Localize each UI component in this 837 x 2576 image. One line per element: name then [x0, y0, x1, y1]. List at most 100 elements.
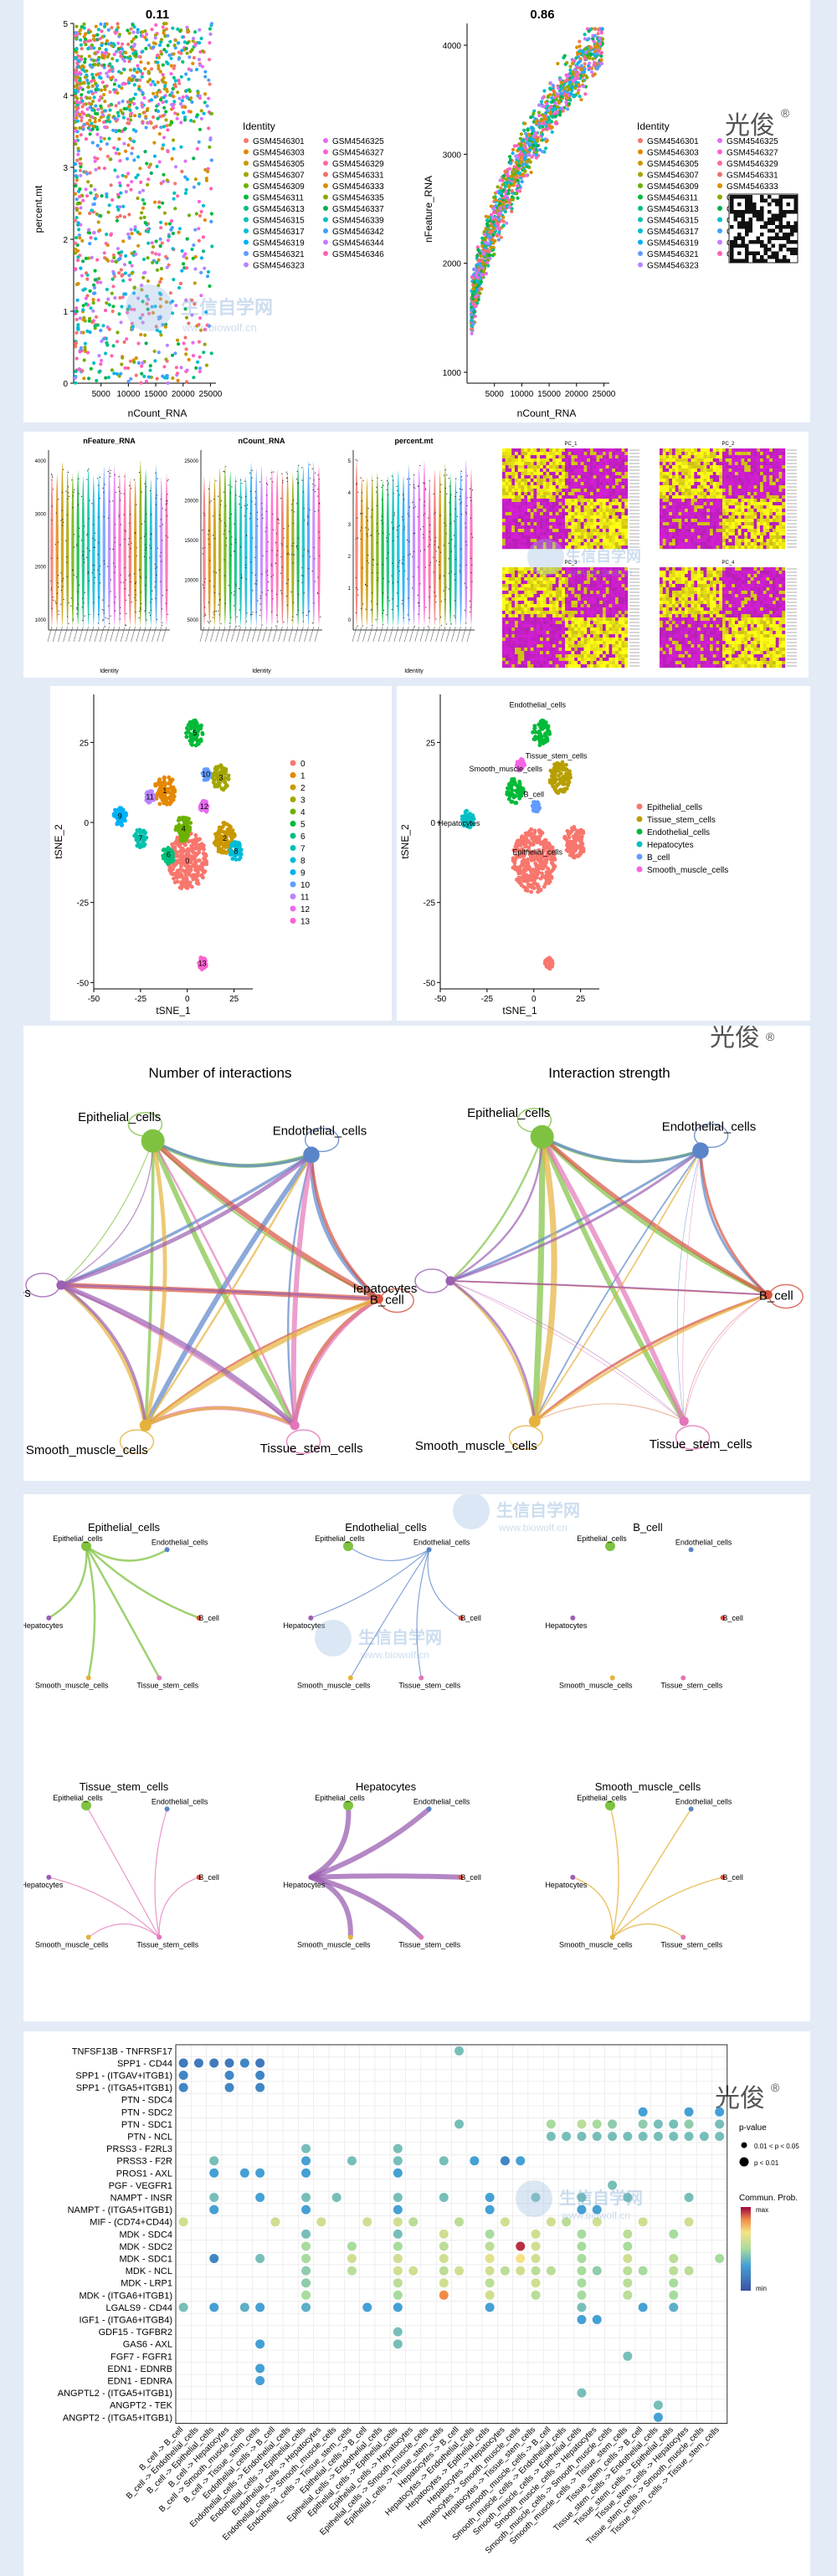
qc-point [134, 35, 138, 39]
qc-point [74, 317, 79, 321]
qc-point [138, 78, 142, 82]
qc-point [99, 136, 103, 140]
qc-point [127, 31, 131, 35]
x-tick-label [388, 626, 393, 643]
violin-point [97, 569, 99, 571]
heatmap-cell [624, 499, 629, 503]
heatmap-cell [567, 472, 572, 476]
y-tick-label: 3 [63, 164, 68, 173]
violin-point [112, 500, 114, 502]
qc-point [116, 147, 120, 151]
qr-module [768, 221, 772, 225]
qc-point [123, 149, 128, 153]
heatmap-cell [546, 469, 550, 473]
heatmap-cell [596, 475, 600, 479]
violin-point [107, 617, 109, 619]
heatmap-cell [571, 462, 575, 466]
qc-point [552, 90, 557, 95]
heatmap-cell [511, 465, 516, 469]
heatmap-cell [590, 469, 593, 473]
heatmap-cell [565, 479, 568, 483]
x-tick-label: 15000 [537, 390, 561, 399]
heatmap-cell [542, 505, 547, 510]
qc-point [480, 236, 485, 240]
violin-point [424, 566, 426, 568]
violin-point [450, 571, 452, 572]
qc-point [172, 100, 177, 104]
heatmap-cell [533, 505, 537, 510]
qc-point [490, 213, 494, 217]
violin-point [145, 544, 146, 545]
qr-module [790, 240, 794, 244]
qr-module [771, 236, 775, 240]
violin-point [388, 581, 390, 582]
violin-point [454, 508, 456, 510]
qc-point [599, 58, 603, 62]
qc-point [111, 128, 116, 132]
x-tick-label [68, 626, 74, 643]
qc-point [142, 202, 146, 206]
heatmap-cell [549, 489, 553, 493]
qc-point [579, 68, 583, 72]
qc-point [471, 302, 475, 306]
violin-point [450, 623, 452, 625]
qc-point [91, 202, 95, 207]
heatmap-cell [540, 485, 543, 489]
qc-point [120, 274, 124, 278]
qc-point [181, 95, 185, 100]
qc-point [499, 186, 503, 190]
heatmap-cell [540, 499, 543, 503]
qc-point [84, 187, 88, 192]
violin-point [92, 537, 94, 539]
qc-point [138, 166, 142, 171]
heatmap-cell [527, 448, 531, 453]
qc-point [121, 295, 125, 300]
qc-point [581, 79, 585, 83]
legend-swatch [638, 149, 643, 155]
qc-point [183, 115, 187, 120]
qc-point [550, 120, 554, 124]
heatmap-cell [521, 465, 525, 469]
violin-point [460, 501, 463, 503]
qr-module [771, 255, 775, 259]
legend-swatch [323, 239, 328, 245]
heatmap-cell [587, 499, 591, 503]
qc-point [583, 67, 587, 71]
violin-point [94, 582, 95, 584]
heatmap-cell [540, 502, 543, 506]
violin-point [65, 490, 67, 492]
qr-module [775, 259, 779, 263]
qc-point [86, 180, 90, 184]
qr-module [733, 243, 737, 248]
qc-point [136, 341, 141, 346]
violin-point [78, 535, 80, 537]
qc-point [177, 96, 182, 100]
violin-point [154, 581, 157, 582]
violin-point [136, 547, 137, 549]
heatmap-cell [524, 492, 528, 496]
violin-point [313, 546, 315, 549]
heatmap-cell [583, 495, 588, 499]
x-tick-label [162, 626, 167, 643]
violin-point [409, 484, 411, 485]
violin-point [381, 520, 383, 521]
heatmap-cell [615, 499, 619, 503]
qc-point [73, 381, 78, 385]
heatmap-cell [540, 479, 543, 483]
qc-point [490, 238, 495, 242]
qc-point [501, 182, 505, 187]
violin-point [424, 549, 425, 551]
violin-point [273, 471, 275, 473]
qc-point [206, 169, 210, 174]
qc-point [147, 44, 151, 48]
qr-module [730, 198, 734, 202]
qr-module [793, 228, 798, 233]
heatmap-cell [527, 452, 531, 456]
heatmap-cell [508, 479, 512, 483]
qc-point [110, 354, 114, 358]
heatmap-cell [524, 479, 528, 483]
qc-point [81, 308, 85, 312]
violin-point [408, 540, 410, 542]
heatmap-cell [508, 489, 512, 493]
violin-point [134, 597, 136, 598]
